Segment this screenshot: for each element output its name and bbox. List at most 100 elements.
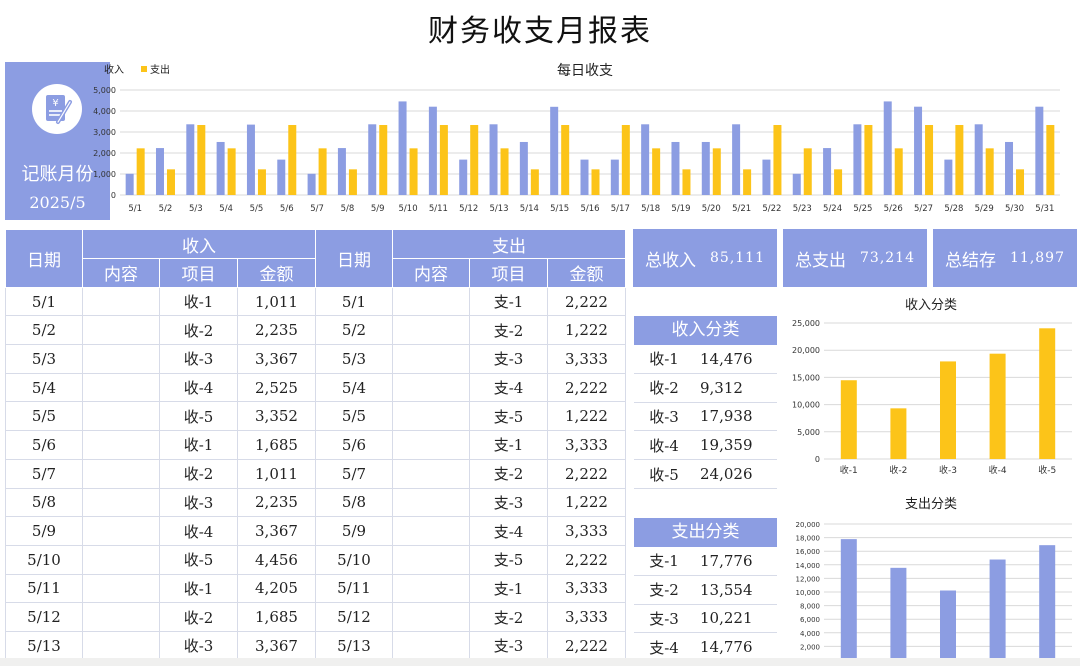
- cell-expense-amount[interactable]: 3,333: [547, 602, 626, 632]
- cell-expense-date[interactable]: 5/7: [315, 458, 393, 489]
- cell-expense-item[interactable]: 支-4: [469, 516, 548, 546]
- cell-expense-amount[interactable]: 3,333: [547, 516, 626, 546]
- cell-income-content[interactable]: [82, 315, 160, 346]
- cell-expense-item[interactable]: 支-2: [469, 315, 548, 346]
- cell-income-amount[interactable]: 2,235: [237, 487, 316, 518]
- cell-expense-item[interactable]: 支-4: [469, 372, 548, 403]
- cell-expense-content[interactable]: [392, 544, 470, 575]
- cell-expense-item[interactable]: 支-2: [469, 458, 548, 489]
- cell-expense-date[interactable]: 5/6: [315, 430, 393, 460]
- cell-income-content[interactable]: [82, 430, 160, 460]
- cell-income-content[interactable]: [82, 516, 160, 546]
- cell-expense-amount[interactable]: 3,333: [547, 573, 626, 604]
- cell-income-amount[interactable]: 1,685: [237, 430, 316, 460]
- cell-expense-amount[interactable]: 3,333: [547, 430, 626, 460]
- cell-income-amount[interactable]: 2,525: [237, 372, 316, 403]
- cell-income-item[interactable]: 收-2: [159, 602, 238, 632]
- cell-expense-date[interactable]: 5/13: [315, 630, 393, 661]
- cell-date[interactable]: 5/9: [5, 516, 83, 546]
- cell-income-content[interactable]: [82, 487, 160, 518]
- cell-date[interactable]: 5/7: [5, 458, 83, 489]
- cell-date[interactable]: 5/5: [5, 401, 83, 432]
- cell-expense-item[interactable]: 支-1: [469, 430, 548, 460]
- cell-expense-content[interactable]: [392, 401, 470, 432]
- cell-income-item[interactable]: 收-5: [159, 401, 238, 432]
- cell-expense-date[interactable]: 5/3: [315, 344, 393, 374]
- cell-expense-date[interactable]: 5/8: [315, 487, 393, 518]
- cell-income-item[interactable]: 收-3: [159, 487, 238, 518]
- cell-income-item[interactable]: 收-3: [159, 344, 238, 374]
- cell-expense-item[interactable]: 支-1: [469, 286, 548, 317]
- cell-income-item[interactable]: 收-3: [159, 630, 238, 661]
- cell-date[interactable]: 5/13: [5, 630, 83, 661]
- cell-income-content[interactable]: [82, 544, 160, 575]
- cell-expense-content[interactable]: [392, 516, 470, 546]
- cell-date[interactable]: 5/10: [5, 544, 83, 575]
- cell-expense-item[interactable]: 支-5: [469, 401, 548, 432]
- cell-expense-amount[interactable]: 2,222: [547, 458, 626, 489]
- cell-expense-date[interactable]: 5/5: [315, 401, 393, 432]
- cell-income-item[interactable]: 收-2: [159, 458, 238, 489]
- cell-expense-content[interactable]: [392, 602, 470, 632]
- cell-expense-date[interactable]: 5/9: [315, 516, 393, 546]
- cell-income-item[interactable]: 收-2: [159, 315, 238, 346]
- cell-income-content[interactable]: [82, 401, 160, 432]
- cell-income-amount[interactable]: 3,367: [237, 344, 316, 374]
- cell-date[interactable]: 5/8: [5, 487, 83, 518]
- cell-expense-content[interactable]: [392, 630, 470, 661]
- cell-expense-item[interactable]: 支-3: [469, 487, 548, 518]
- cell-income-item[interactable]: 收-4: [159, 372, 238, 403]
- cell-income-amount[interactable]: 1,011: [237, 286, 316, 317]
- cell-expense-amount[interactable]: 1,222: [547, 487, 626, 518]
- cell-expense-content[interactable]: [392, 344, 470, 374]
- cell-expense-amount[interactable]: 2,222: [547, 286, 626, 317]
- cell-income-amount[interactable]: 1,011: [237, 458, 316, 489]
- cell-date[interactable]: 5/11: [5, 573, 83, 604]
- cell-income-item[interactable]: 收-5: [159, 544, 238, 575]
- cell-income-item[interactable]: 收-4: [159, 516, 238, 546]
- cell-expense-date[interactable]: 5/10: [315, 544, 393, 575]
- cell-income-content[interactable]: [82, 630, 160, 661]
- cell-income-item[interactable]: 收-1: [159, 573, 238, 604]
- cell-income-amount[interactable]: 3,352: [237, 401, 316, 432]
- cell-expense-date[interactable]: 5/12: [315, 602, 393, 632]
- cell-expense-content[interactable]: [392, 430, 470, 460]
- cell-expense-item[interactable]: 支-1: [469, 573, 548, 604]
- cell-income-content[interactable]: [82, 372, 160, 403]
- cell-expense-date[interactable]: 5/1: [315, 286, 393, 317]
- cell-expense-amount[interactable]: 2,222: [547, 630, 626, 661]
- cell-income-content[interactable]: [82, 344, 160, 374]
- cell-income-amount[interactable]: 4,456: [237, 544, 316, 575]
- cell-expense-content[interactable]: [392, 573, 470, 604]
- cell-income-content[interactable]: [82, 286, 160, 317]
- cell-income-item[interactable]: 收-1: [159, 430, 238, 460]
- cell-date[interactable]: 5/6: [5, 430, 83, 460]
- cell-expense-date[interactable]: 5/4: [315, 372, 393, 403]
- cell-expense-content[interactable]: [392, 372, 470, 403]
- cell-expense-content[interactable]: [392, 458, 470, 489]
- cell-income-amount[interactable]: 1,685: [237, 602, 316, 632]
- cell-income-amount[interactable]: 4,205: [237, 573, 316, 604]
- cell-income-content[interactable]: [82, 602, 160, 632]
- cell-expense-item[interactable]: 支-3: [469, 344, 548, 374]
- cell-date[interactable]: 5/12: [5, 602, 83, 632]
- cell-expense-amount[interactable]: 2,222: [547, 372, 626, 403]
- cell-income-content[interactable]: [82, 573, 160, 604]
- cell-expense-item[interactable]: 支-5: [469, 544, 548, 575]
- cell-income-amount[interactable]: 3,367: [237, 516, 316, 546]
- cell-expense-content[interactable]: [392, 286, 470, 317]
- cell-expense-amount[interactable]: 2,222: [547, 544, 626, 575]
- cell-expense-content[interactable]: [392, 487, 470, 518]
- sheet-scrollbar[interactable]: [0, 658, 1080, 666]
- cell-expense-item[interactable]: 支-2: [469, 602, 548, 632]
- cell-date[interactable]: 5/4: [5, 372, 83, 403]
- cell-expense-item[interactable]: 支-3: [469, 630, 548, 661]
- cell-date[interactable]: 5/2: [5, 315, 83, 346]
- cell-date[interactable]: 5/3: [5, 344, 83, 374]
- cell-income-item[interactable]: 收-1: [159, 286, 238, 317]
- cell-income-content[interactable]: [82, 458, 160, 489]
- cell-expense-amount[interactable]: 1,222: [547, 315, 626, 346]
- cell-expense-amount[interactable]: 3,333: [547, 344, 626, 374]
- cell-income-amount[interactable]: 2,235: [237, 315, 316, 346]
- cell-expense-date[interactable]: 5/11: [315, 573, 393, 604]
